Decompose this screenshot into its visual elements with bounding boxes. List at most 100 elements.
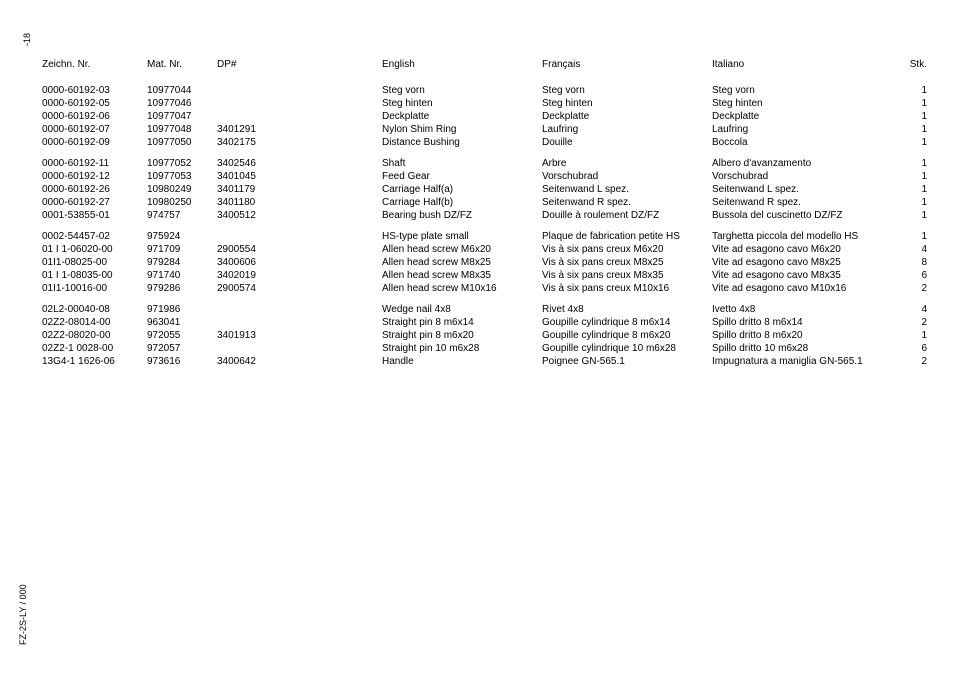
cell-it: Seitenwand L spez.: [712, 183, 897, 196]
table-row: 0000-60192-09109770503402175Distance Bus…: [42, 136, 937, 149]
cell-fr: Rivet 4x8: [542, 303, 712, 316]
table-row: 0002-54457-02975924HS-type plate smallPl…: [42, 230, 937, 243]
cell-fr: Plaque de fabrication petite HS: [542, 230, 712, 243]
cell-stk: 1: [897, 196, 937, 209]
cell-mat: 963041: [147, 316, 217, 329]
doc-code: FZ-2S-LY / 000: [18, 584, 28, 645]
cell-stk: 1: [897, 157, 937, 170]
parts-table: Zeichn. Nr. Mat. Nr. DP# English Françai…: [42, 58, 937, 368]
cell-en: Distance Bushing: [382, 136, 542, 149]
cell-zeichn: 0000-60192-06: [42, 110, 147, 123]
cell-stk: 1: [897, 136, 937, 149]
cell-it: Spillo dritto 8 m6x14: [712, 316, 897, 329]
cell-en: Deckplatte: [382, 110, 542, 123]
cell-zeichn: 0000-60192-03: [42, 84, 147, 97]
cell-mat: 10980249: [147, 183, 217, 196]
cell-fr: Steg vorn: [542, 84, 712, 97]
cell-fr: Laufring: [542, 123, 712, 136]
page-number: -18: [22, 33, 32, 46]
cell-stk: 6: [897, 342, 937, 355]
table-row: 01I1-08025-009792843400606Allen head scr…: [42, 256, 937, 269]
cell-zeichn: 02Z2-08014-00: [42, 316, 147, 329]
table-row: 0000-60192-11109770523402546ShaftArbreAl…: [42, 157, 937, 170]
table-row: 02Z2-1 0028-00972057Straight pin 10 m6x2…: [42, 342, 937, 355]
cell-en: Handle: [382, 355, 542, 368]
table-row: 01 I 1-06020-009717092900554Allen head s…: [42, 243, 937, 256]
cell-en: HS-type plate small: [382, 230, 542, 243]
cell-zeichn: 0000-60192-07: [42, 123, 147, 136]
cell-en: Allen head screw M8x25: [382, 256, 542, 269]
col-en: English: [382, 58, 542, 84]
cell-dp: [217, 84, 382, 97]
cell-dp: 3400512: [217, 209, 382, 222]
cell-en: Allen head screw M6x20: [382, 243, 542, 256]
cell-zeichn: 0000-60192-26: [42, 183, 147, 196]
cell-mat: 972055: [147, 329, 217, 342]
table-row: 02L2-00040-08971986Wedge nail 4x8Rivet 4…: [42, 303, 937, 316]
cell-dp: [217, 342, 382, 355]
cell-mat: 971709: [147, 243, 217, 256]
cell-en: Bearing bush DZ/FZ: [382, 209, 542, 222]
table-row: 02Z2-08014-00963041Straight pin 8 m6x14G…: [42, 316, 937, 329]
header-row: Zeichn. Nr. Mat. Nr. DP# English Françai…: [42, 58, 937, 84]
cell-dp: [217, 316, 382, 329]
cell-fr: Steg hinten: [542, 97, 712, 110]
cell-zeichn: 0000-60192-12: [42, 170, 147, 183]
cell-fr: Seitenwand R spez.: [542, 196, 712, 209]
group-spacer: [42, 295, 937, 303]
group-spacer: [42, 149, 937, 157]
cell-stk: 1: [897, 329, 937, 342]
cell-mat: 971740: [147, 269, 217, 282]
cell-zeichn: 01 I 1-08035-00: [42, 269, 147, 282]
cell-dp: [217, 110, 382, 123]
cell-zeichn: 02Z2-08020-00: [42, 329, 147, 342]
cell-en: Carriage Half(b): [382, 196, 542, 209]
col-it: Italiano: [712, 58, 897, 84]
cell-it: Spillo dritto 10 m6x28: [712, 342, 897, 355]
cell-dp: 3402175: [217, 136, 382, 149]
table-row: 02Z2-08020-009720553401913Straight pin 8…: [42, 329, 937, 342]
col-dp: DP#: [217, 58, 382, 84]
cell-fr: Goupille cylindrique 10 m6x28: [542, 342, 712, 355]
cell-fr: Douille: [542, 136, 712, 149]
cell-dp: [217, 303, 382, 316]
cell-en: Feed Gear: [382, 170, 542, 183]
cell-fr: Goupille cylindrique 8 m6x14: [542, 316, 712, 329]
cell-dp: 3401045: [217, 170, 382, 183]
group-spacer: [42, 222, 937, 230]
table-row: 0000-60192-12109770533401045Feed GearVor…: [42, 170, 937, 183]
cell-it: Ivetto 4x8: [712, 303, 897, 316]
cell-zeichn: 0001-53855-01: [42, 209, 147, 222]
cell-en: Steg hinten: [382, 97, 542, 110]
cell-fr: Vis à six pans creux M8x35: [542, 269, 712, 282]
cell-mat: 979286: [147, 282, 217, 295]
cell-stk: 4: [897, 303, 937, 316]
cell-zeichn: 01 I 1-06020-00: [42, 243, 147, 256]
cell-en: Nylon Shim Ring: [382, 123, 542, 136]
cell-it: Deckplatte: [712, 110, 897, 123]
cell-en: Wedge nail 4x8: [382, 303, 542, 316]
cell-zeichn: 0000-60192-09: [42, 136, 147, 149]
cell-it: Seitenwand R spez.: [712, 196, 897, 209]
cell-stk: 1: [897, 183, 937, 196]
cell-dp: 2900554: [217, 243, 382, 256]
cell-mat: 10977047: [147, 110, 217, 123]
cell-stk: 6: [897, 269, 937, 282]
cell-en: Straight pin 8 m6x20: [382, 329, 542, 342]
cell-it: Spillo dritto 8 m6x20: [712, 329, 897, 342]
cell-en: Shaft: [382, 157, 542, 170]
cell-zeichn: 0000-60192-11: [42, 157, 147, 170]
cell-stk: 1: [897, 230, 937, 243]
cell-dp: 3402019: [217, 269, 382, 282]
cell-it: Laufring: [712, 123, 897, 136]
cell-dp: [217, 97, 382, 110]
cell-mat: 972057: [147, 342, 217, 355]
cell-mat: 979284: [147, 256, 217, 269]
table-row: 0000-60192-0610977047 Deckplatte Deckplatt…: [42, 110, 937, 123]
cell-it: Vite ad esagono cavo M8x35: [712, 269, 897, 282]
cell-zeichn: 13G4-1 1626-06: [42, 355, 147, 368]
cell-it: Steg vorn: [712, 84, 897, 97]
cell-it: Impugnatura a maniglia GN-565.1: [712, 355, 897, 368]
cell-dp: 3401913: [217, 329, 382, 342]
cell-fr: Poignee GN-565.1: [542, 355, 712, 368]
